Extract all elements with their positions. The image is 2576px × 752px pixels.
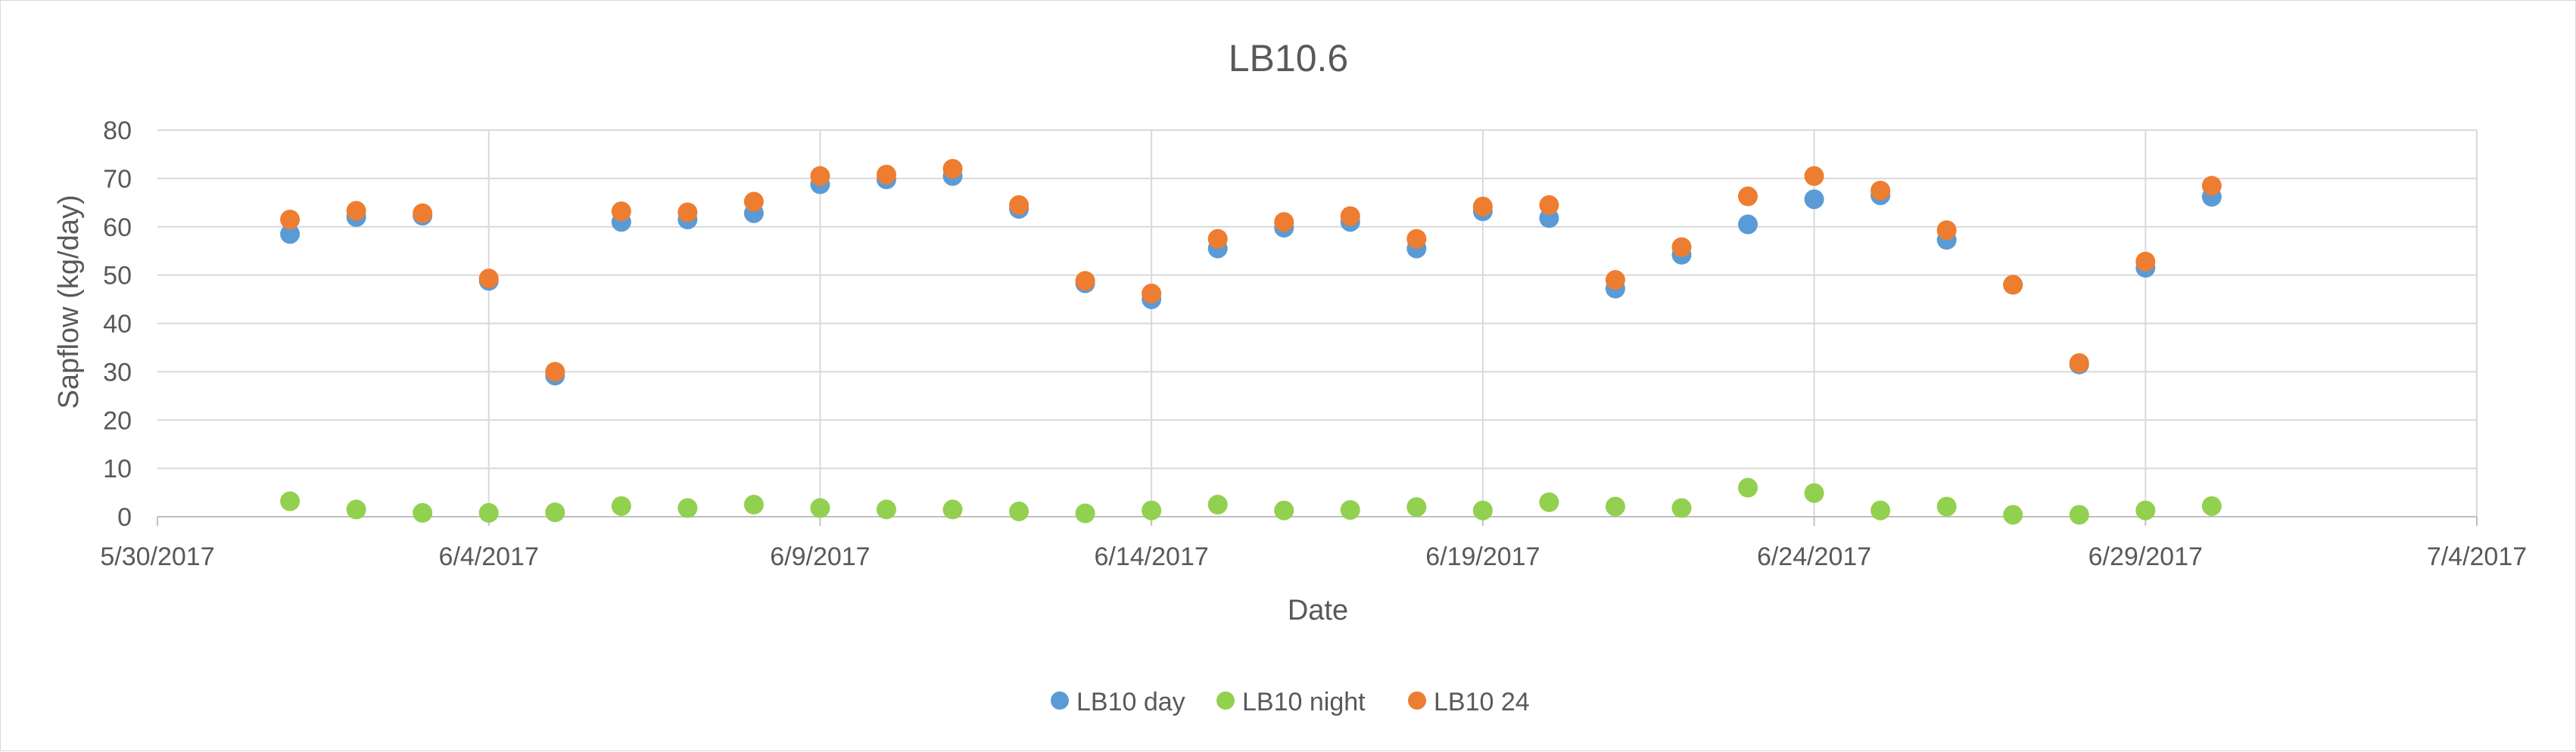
point-lb10-night <box>2069 505 2089 525</box>
point-lb10-night <box>2003 505 2023 525</box>
legend: LB10 day LB10 night LB10 24 <box>1051 688 1530 716</box>
point-lb10-night <box>1207 495 1228 515</box>
point-lb10-24 <box>1009 195 1029 216</box>
x-tick-label: 6/29/2017 <box>2089 542 2203 571</box>
point-lb10-24 <box>1870 180 1891 200</box>
point-lb10-night <box>677 498 698 518</box>
y-tick-label: 30 <box>103 358 132 387</box>
chart-title: LB10.6 <box>1229 37 1348 79</box>
point-lb10-night <box>1804 483 1824 503</box>
point-lb10-24 <box>1738 186 1758 207</box>
point-lb10-night <box>743 495 764 515</box>
point-lb10-night <box>1075 503 1095 524</box>
point-lb10-night <box>1605 496 1625 517</box>
legend-marker-lb10-day <box>1051 691 1069 710</box>
point-lb10-night <box>2135 500 2156 520</box>
y-tick-label: 0 <box>117 503 132 532</box>
x-tick-label: 7/4/2017 <box>2427 542 2527 571</box>
point-lb10-night <box>2201 496 2222 516</box>
point-lb10-day <box>1738 214 1758 235</box>
point-lb10-day <box>280 224 301 244</box>
point-lb10-day <box>1804 189 1824 210</box>
legend-label-lb10-day: LB10 day <box>1076 688 1185 716</box>
point-lb10-24 <box>1207 228 1228 249</box>
point-lb10-night <box>346 499 366 520</box>
y-tick-label: 20 <box>103 406 132 435</box>
y-tick-label: 40 <box>103 310 132 339</box>
legend-marker-lb10-night <box>1216 691 1235 710</box>
point-lb10-24 <box>1406 228 1427 249</box>
point-lb10-24 <box>1472 196 1493 216</box>
point-lb10-24 <box>2201 176 2222 196</box>
point-lb10-night <box>1936 496 1957 517</box>
point-lb10-night <box>611 496 631 516</box>
point-lb10-24 <box>1075 271 1095 291</box>
point-lb10-24 <box>2003 275 2023 295</box>
point-lb10-24 <box>677 202 698 222</box>
point-lb10-night <box>1009 501 1029 521</box>
x-tick-label: 6/4/2017 <box>439 542 539 571</box>
point-lb10-night <box>1472 500 1493 520</box>
point-lb10-24 <box>611 201 631 222</box>
point-lb10-24 <box>1274 212 1294 232</box>
legend-label-lb10-night: LB10 night <box>1242 688 1366 716</box>
point-lb10-24 <box>280 210 301 230</box>
x-tick-label: 6/9/2017 <box>770 542 870 571</box>
point-lb10-24 <box>1340 206 1360 226</box>
point-lb10-24 <box>743 191 764 212</box>
point-lb10-night <box>876 499 896 520</box>
y-tick-label: 70 <box>103 165 132 194</box>
point-lb10-24 <box>1142 283 1162 303</box>
point-lb10-night <box>280 491 301 511</box>
x-tick-label: 6/19/2017 <box>1425 542 1540 571</box>
point-lb10-night <box>1142 500 1162 520</box>
gridlines <box>157 129 2478 517</box>
legend-marker-lb10-24 <box>1408 691 1426 710</box>
point-lb10-24 <box>876 164 896 185</box>
point-lb10-night <box>413 502 433 523</box>
point-lb10-24 <box>1936 220 1957 241</box>
point-lb10-night <box>545 502 565 523</box>
data-points <box>280 159 2222 525</box>
y-tick-label: 80 <box>103 117 132 145</box>
point-lb10-24 <box>413 203 433 223</box>
legend-label-lb10-24: LB10 24 <box>1434 688 1530 716</box>
y-tick-label: 50 <box>103 262 132 291</box>
point-lb10-24 <box>1671 237 1692 257</box>
point-lb10-night <box>1539 492 1559 512</box>
point-lb10-night <box>942 499 963 520</box>
point-lb10-24 <box>1804 166 1824 186</box>
point-lb10-24 <box>346 200 366 221</box>
point-lb10-night <box>1870 500 1891 520</box>
point-lb10-24 <box>810 166 830 186</box>
point-lb10-24 <box>545 362 565 382</box>
point-lb10-night <box>1406 497 1427 517</box>
y-tick-label: 60 <box>103 213 132 242</box>
x-tick-label: 5/30/2017 <box>100 542 214 571</box>
point-lb10-24 <box>478 269 499 289</box>
point-lb10-24 <box>2069 353 2089 373</box>
point-lb10-24 <box>942 159 963 179</box>
point-lb10-night <box>1340 500 1360 520</box>
point-lb10-24 <box>1539 195 1559 216</box>
y-tick-label: 10 <box>103 455 132 483</box>
axes: 0 10 20 30 40 50 60 70 80 5/30/2017 6/4/2017 6/9/20… <box>100 117 2527 571</box>
point-lb10-night <box>1274 500 1294 520</box>
point-lb10-night <box>1738 477 1758 498</box>
point-lb10-night <box>1671 498 1692 518</box>
y-axis-title: Sapflow (kg/day) <box>53 194 85 409</box>
x-axis-title: Date <box>1288 595 1348 626</box>
x-tick-label: 6/24/2017 <box>1757 542 1871 571</box>
point-lb10-24 <box>1605 270 1625 291</box>
x-tick-label: 6/14/2017 <box>1095 542 1209 571</box>
point-lb10-night <box>810 498 830 518</box>
point-lb10-night <box>478 502 499 523</box>
point-lb10-24 <box>2135 251 2156 272</box>
